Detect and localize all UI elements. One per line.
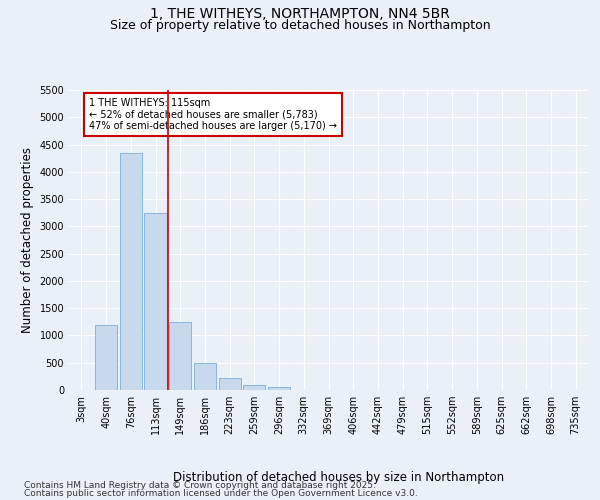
Bar [145,212,167,390]
Text: Contains public sector information licensed under the Open Government Licence v3: Contains public sector information licen… [24,488,418,498]
Y-axis label: Number of detached properties: Number of detached properties [21,147,34,333]
Text: Distribution of detached houses by size in Northampton: Distribution of detached houses by size … [173,471,505,484]
Text: Contains HM Land Registry data © Crown copyright and database right 2025.: Contains HM Land Registry data © Crown c… [24,481,376,490]
Bar [169,322,191,390]
Bar [95,324,117,390]
Bar [268,386,290,390]
Bar [194,362,216,390]
Bar [243,384,265,390]
Text: 1, THE WITHEYS, NORTHAMPTON, NN4 5BR: 1, THE WITHEYS, NORTHAMPTON, NN4 5BR [150,8,450,22]
Text: 1 THE WITHEYS: 115sqm
← 52% of detached houses are smaller (5,783)
47% of semi-d: 1 THE WITHEYS: 115sqm ← 52% of detached … [89,98,337,132]
Bar [119,152,142,390]
Bar [218,378,241,390]
Text: Size of property relative to detached houses in Northampton: Size of property relative to detached ho… [110,19,490,32]
